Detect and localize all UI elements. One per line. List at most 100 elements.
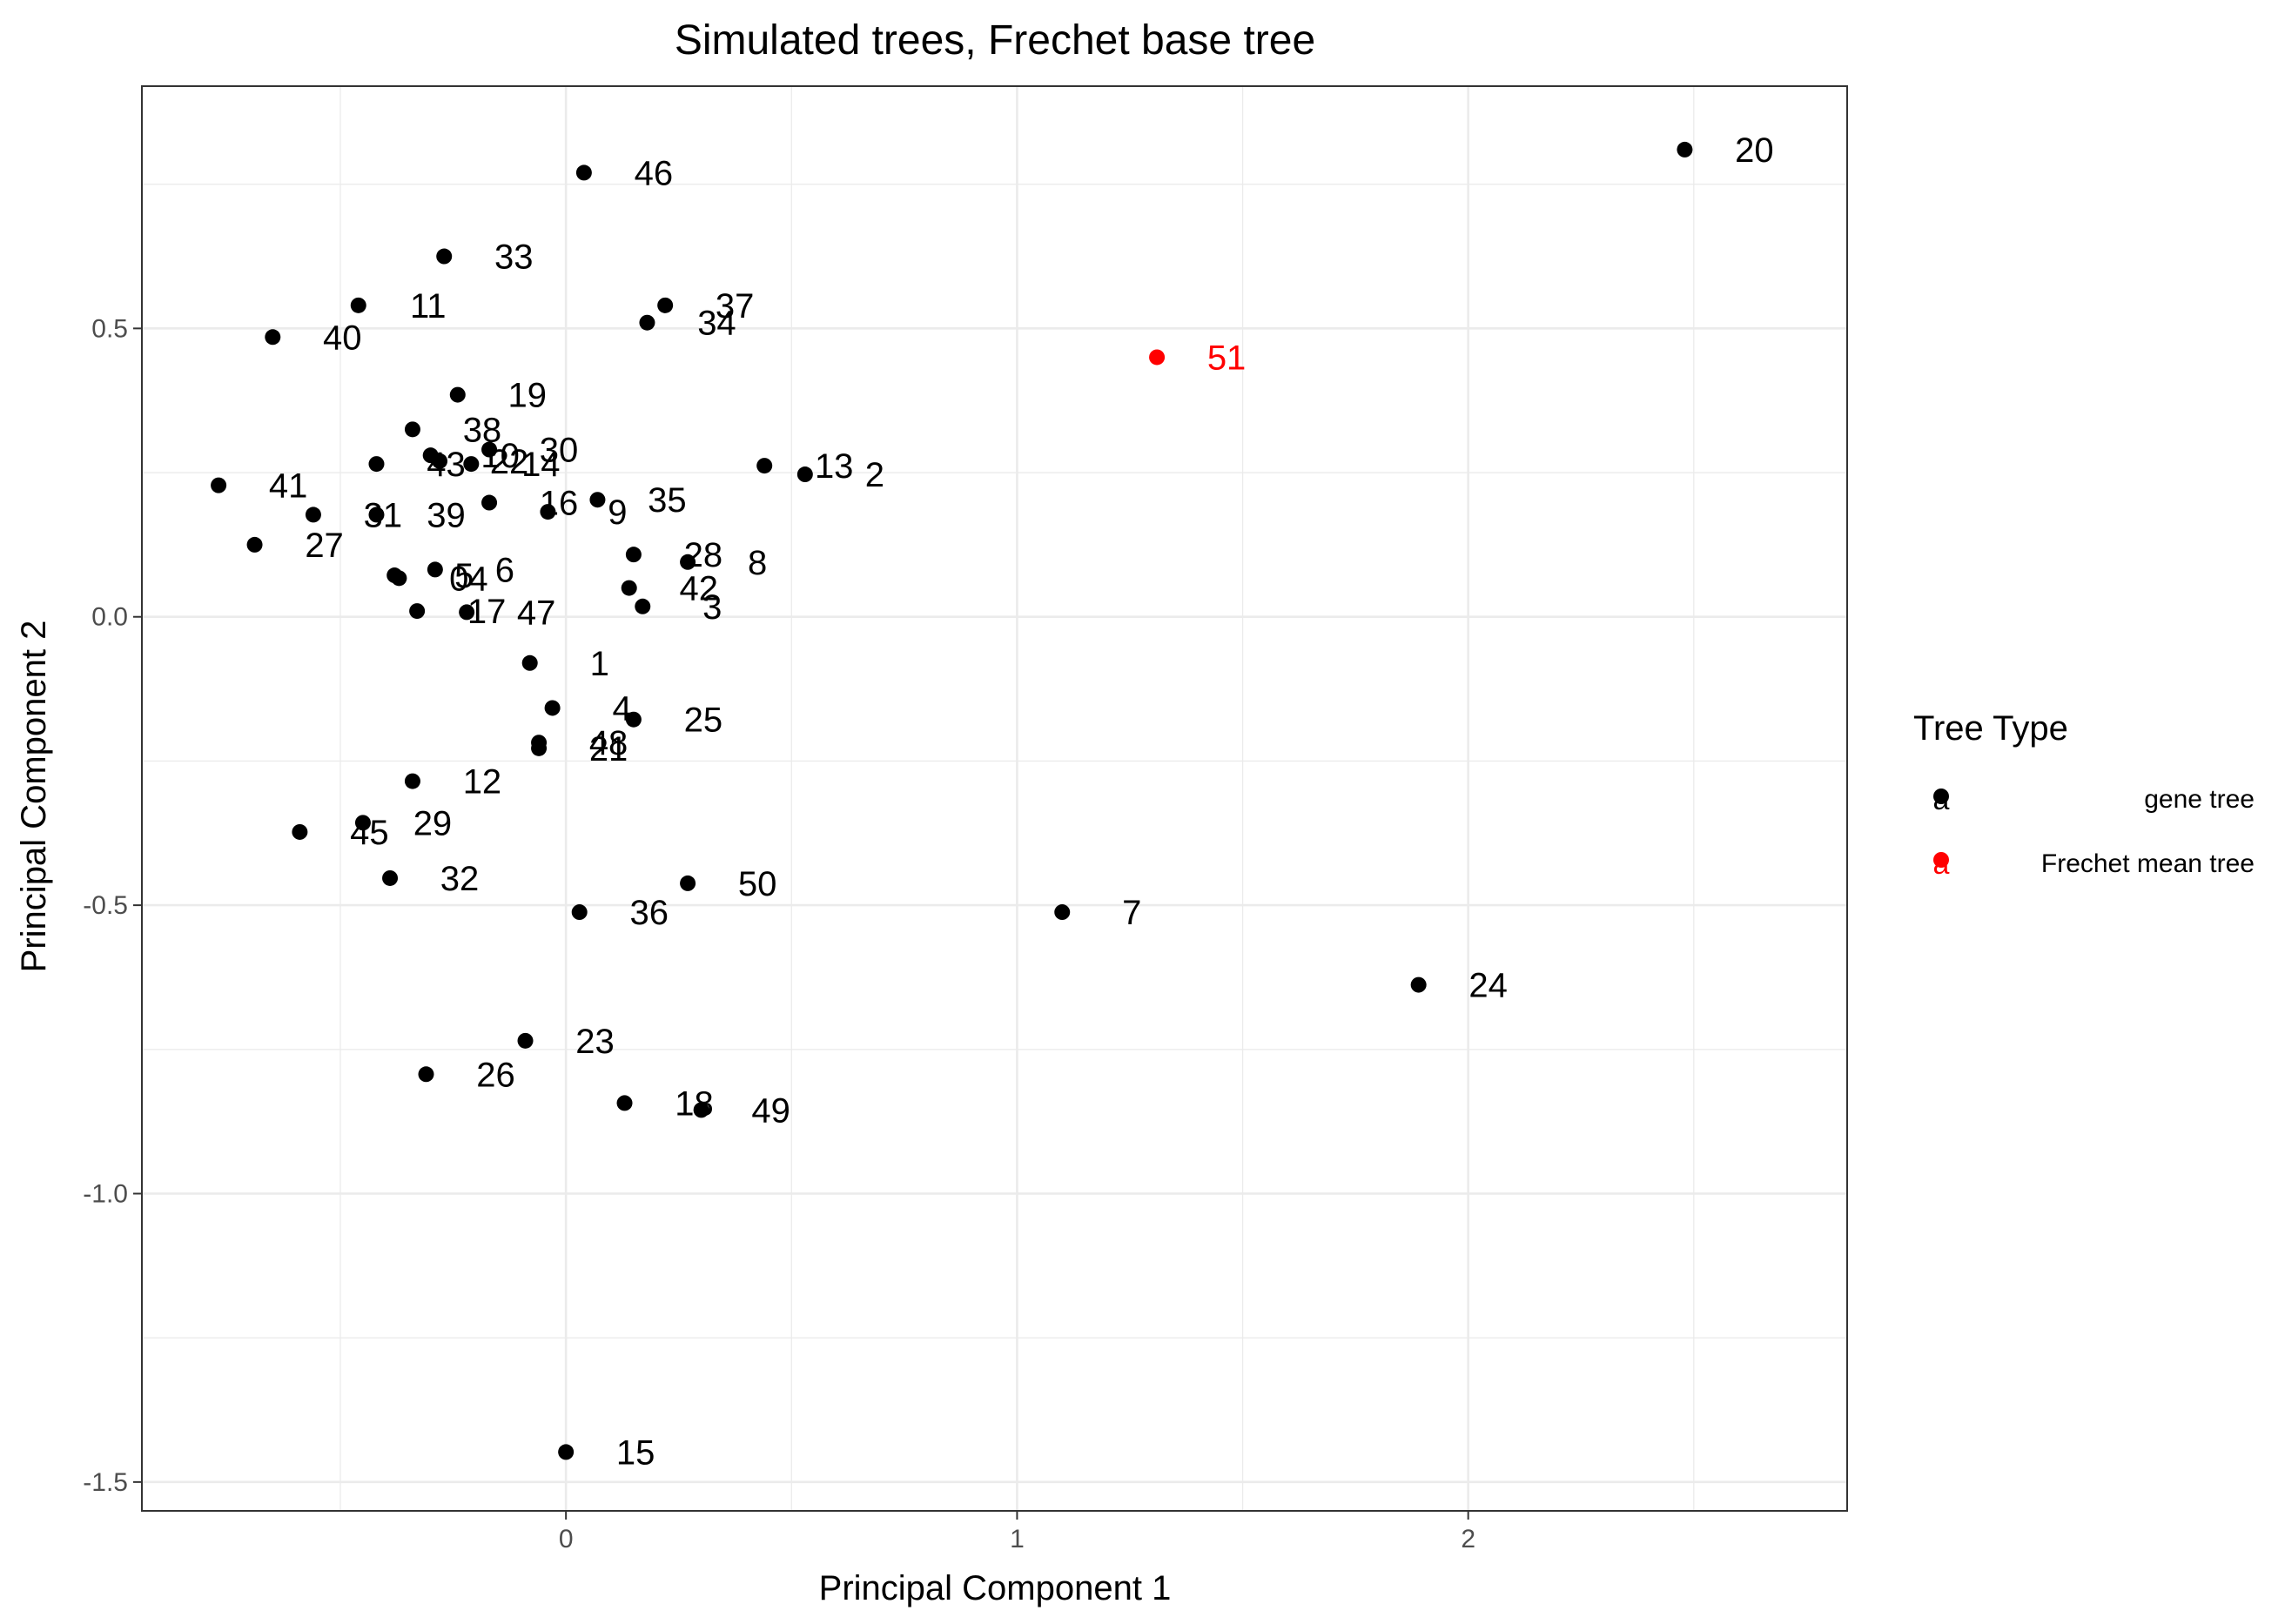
data-point <box>409 603 426 620</box>
data-point <box>680 554 696 570</box>
point-label: 4 <box>612 689 631 728</box>
data-point <box>1149 349 1166 366</box>
data-point <box>246 536 263 553</box>
point-label: 26 <box>476 1056 515 1094</box>
point-label: 45 <box>350 814 389 852</box>
point-label: 3 <box>702 588 722 627</box>
data-point <box>625 547 642 563</box>
data-point <box>463 456 480 473</box>
data-point <box>436 248 453 265</box>
point-label: 37 <box>716 287 755 325</box>
point-label: 27 <box>305 527 344 565</box>
data-points <box>211 141 1693 1460</box>
point-label: 16 <box>540 485 579 523</box>
x-tick-label: 2 <box>1461 1525 1475 1554</box>
point-label: 17 <box>467 593 507 631</box>
point-label: 04 <box>449 560 488 598</box>
data-point <box>265 329 281 346</box>
point-label: 51 <box>1207 339 1247 377</box>
point-label: 38 <box>463 411 502 449</box>
data-point <box>621 580 637 596</box>
point-label: 41 <box>269 467 308 506</box>
data-point <box>756 458 773 474</box>
point-label: 18 <box>675 1084 714 1123</box>
point-label: 13 <box>815 447 854 486</box>
data-point <box>391 570 407 587</box>
y-tick-label: -1.0 <box>83 1179 128 1208</box>
data-point <box>639 314 655 331</box>
data-point <box>589 492 606 508</box>
data-point <box>616 1095 633 1111</box>
data-point <box>368 507 385 523</box>
y-axis-ticks: -1.5 -1.0 -0.5 0.0 0.5 <box>83 314 142 1497</box>
point-label: 31 <box>364 496 403 534</box>
data-point <box>404 421 420 438</box>
data-point <box>211 477 227 493</box>
data-point <box>427 561 443 578</box>
point-label: 49 <box>751 1091 790 1130</box>
data-point <box>292 823 308 840</box>
data-point <box>657 297 674 313</box>
y-tick-label: 0.0 <box>91 603 128 632</box>
data-point <box>449 386 466 403</box>
point-label: 10 <box>481 437 520 475</box>
legend-label-gene-tree: gene tree <box>2144 785 2255 814</box>
grid-lines <box>142 86 1847 1511</box>
data-point <box>418 1066 434 1083</box>
data-point <box>625 711 642 728</box>
legend-key-point <box>1933 852 1949 868</box>
legend-key-letter: a <box>1933 783 1950 816</box>
y-tick-label: 0.5 <box>91 314 128 343</box>
data-point <box>382 869 399 886</box>
data-point <box>540 504 556 520</box>
plot-panel-border <box>141 85 1848 1512</box>
data-point <box>1410 976 1427 993</box>
point-label: 29 <box>413 804 453 842</box>
point-label: 32 <box>440 860 480 898</box>
y-tick-label: -0.5 <box>83 891 128 920</box>
point-label: 11 <box>410 287 447 325</box>
data-point <box>432 453 448 469</box>
x-axis-title: Principal Component 1 <box>819 1569 1172 1607</box>
point-label: 7 <box>1122 894 1141 932</box>
data-point <box>481 441 498 458</box>
data-point <box>575 164 592 181</box>
point-label: 12 <box>463 763 502 802</box>
point-label: 35 <box>648 481 687 520</box>
data-point <box>544 700 561 716</box>
data-point <box>1054 904 1071 921</box>
x-tick-label: 0 <box>559 1525 574 1554</box>
point-label: 19 <box>508 377 548 415</box>
data-point <box>531 740 548 756</box>
point-label: 25 <box>684 701 723 740</box>
data-point <box>571 904 588 921</box>
point-label: 47 <box>517 594 556 632</box>
data-point <box>354 815 371 831</box>
point-label: 40 <box>323 319 362 357</box>
point-label: 23 <box>575 1023 615 1061</box>
legend-entry-frechet-mean-tree: a Frechet mean tree <box>1933 848 2255 881</box>
data-point <box>680 875 696 891</box>
point-label: 14 <box>521 446 561 484</box>
point-label: 6 <box>495 551 514 589</box>
y-tick-label: -1.5 <box>83 1468 128 1497</box>
legend-entry-gene-tree: a gene tree <box>1933 783 2255 816</box>
point-label: 33 <box>494 238 534 277</box>
data-point <box>350 297 366 313</box>
point-label: 36 <box>629 894 669 932</box>
data-point <box>481 494 498 511</box>
data-point <box>521 654 538 671</box>
data-point <box>1677 141 1693 158</box>
legend-key-letter: a <box>1933 848 1950 881</box>
legend: Tree Type a gene tree a Frechet mean tre… <box>1913 709 2255 881</box>
x-tick-label: 1 <box>1010 1525 1025 1554</box>
point-label: 8 <box>748 544 767 582</box>
point-label: 34 <box>697 305 736 343</box>
point-label: 46 <box>635 154 674 192</box>
legend-title: Tree Type <box>1913 709 2068 748</box>
point-label: 2 <box>865 456 884 494</box>
point-label: 50 <box>738 865 777 903</box>
point-label: 15 <box>616 1433 655 1472</box>
